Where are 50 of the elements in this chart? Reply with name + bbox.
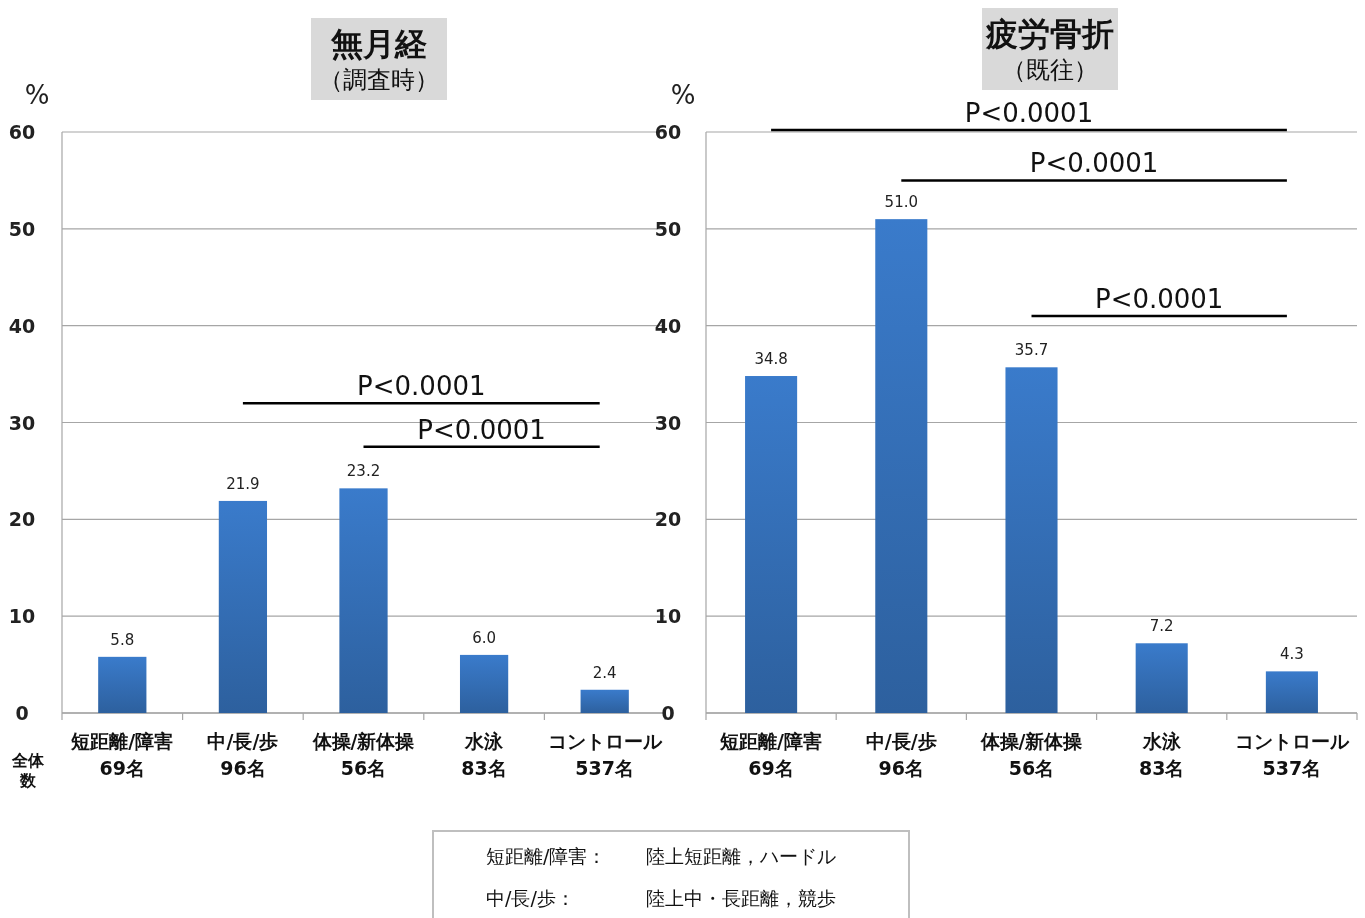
annotation: P<0.0001: [1029, 148, 1159, 179]
y-tick-label: 50: [8, 217, 36, 240]
data-label: 2.4: [592, 663, 617, 682]
data-label: 7.2: [1149, 617, 1174, 636]
chart-title: 無月経: [330, 25, 427, 63]
chart-subtitle: （調査時）: [319, 66, 439, 94]
data-label: 51.0: [884, 193, 918, 212]
y-tick-label: 30: [654, 411, 682, 434]
x-tick-label: 短距離/障害 69名: [70, 730, 174, 779]
data-label: 4.3: [1279, 645, 1304, 664]
text: P<0.0001: [964, 98, 1094, 129]
y-tick-label: 0: [661, 702, 675, 724]
data-label: 5.8: [110, 630, 135, 649]
data-label: 34.8: [754, 350, 788, 369]
text: 全体数: [11, 751, 45, 790]
annotation: P<0.0001: [357, 371, 486, 402]
x-tick-label: コントロール 537名: [1234, 730, 1350, 779]
data-label: 21.9: [226, 474, 260, 493]
y-tick-label: 40: [654, 314, 682, 337]
y-tick-label: 30: [8, 411, 36, 434]
chart-title: 疲労骨折: [985, 15, 1114, 53]
y-tick-label: 20: [654, 508, 682, 531]
text: 短距離/障害：: [486, 845, 607, 867]
y-tick-label: 50: [654, 217, 682, 240]
x-tick-label: 水泳 83名: [1138, 730, 1185, 779]
y-tick-label: 60: [654, 121, 682, 143]
y-tick-label: 10: [8, 605, 36, 628]
y-axis-title: %: [670, 80, 696, 110]
x-tick-label: 短距離/障害 69名: [719, 730, 823, 779]
x-tick-label: コントロール 537名: [547, 730, 663, 779]
x-tick-label: 中/長/歩 96名: [207, 730, 279, 779]
y-tick-label: 20: [8, 508, 36, 531]
x-tick-label: 体操/新体操 56名: [979, 730, 1084, 779]
data-label: 23.2: [346, 462, 381, 481]
text: 陸上短距離，ハードル: [646, 845, 836, 867]
x-tick-label: 中/長/歩 96名: [865, 730, 937, 779]
y-tick-label: 60: [8, 121, 36, 143]
text: 陸上中・長距離，競歩: [646, 887, 836, 909]
chart-subtitle: （既往）: [1002, 56, 1098, 84]
y-tick-label: 0: [15, 702, 29, 724]
x-tick-label: 体操/新体操 56名: [311, 730, 416, 779]
y-tick-label: 40: [8, 314, 36, 337]
x-tick-label: 水泳 83名: [461, 730, 507, 779]
annotation: P<0.0001: [417, 414, 546, 445]
data-label: 6.0: [472, 628, 497, 647]
y-tick-label: 10: [654, 605, 682, 628]
y-axis-title: %: [24, 80, 50, 110]
data-label: 35.7: [1014, 341, 1049, 360]
annotation: P<0.0001: [1094, 283, 1224, 314]
text: 中/長/歩：: [486, 887, 575, 909]
